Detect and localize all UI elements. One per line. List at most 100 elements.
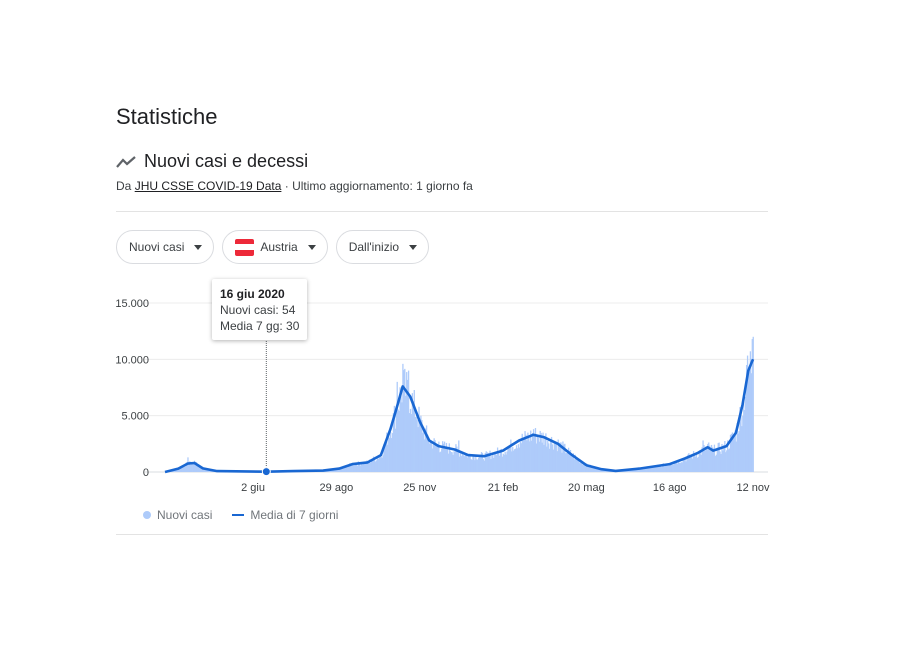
daily-bar <box>729 434 732 472</box>
daily-bar <box>542 432 544 472</box>
daily-bar <box>706 446 708 472</box>
daily-bar <box>442 441 444 472</box>
daily-bar <box>705 446 707 472</box>
tooltip-new-cases: Nuovi casi: 54 <box>220 303 296 317</box>
daily-bar <box>403 370 405 472</box>
source-link[interactable]: JHU CSSE COVID-19 Data <box>134 179 282 193</box>
daily-bar <box>483 460 485 472</box>
daily-bar <box>406 372 408 472</box>
source-line: Da JHU CSSE COVID-19 Data · Ultimo aggio… <box>116 179 473 193</box>
daily-bar <box>370 462 372 472</box>
daily-bar <box>585 466 587 472</box>
daily-bar <box>433 438 435 472</box>
daily-bar <box>383 444 385 472</box>
daily-bar <box>654 467 656 472</box>
daily-bar <box>690 456 692 472</box>
daily-bar <box>415 416 417 472</box>
daily-bar <box>190 464 192 472</box>
legend-daily-label: Nuovi casi <box>157 508 213 522</box>
daily-bar <box>682 458 684 472</box>
daily-bar <box>552 449 555 472</box>
daily-bar <box>496 447 499 472</box>
daily-bar <box>512 446 514 472</box>
daily-bar <box>723 444 725 472</box>
daily-bar <box>441 448 443 472</box>
daily-bar <box>379 455 381 472</box>
daily-bar <box>186 462 188 472</box>
daily-bar <box>389 431 392 472</box>
daily-bar <box>742 415 744 472</box>
chevron-down-icon <box>194 244 203 250</box>
filter-chips: Nuovi casi Austria Dall'inizio <box>116 230 430 264</box>
daily-bar <box>405 395 407 472</box>
daily-bar <box>518 447 521 472</box>
daily-bar <box>495 454 497 472</box>
daily-bar <box>672 464 674 472</box>
daily-bar <box>484 453 486 472</box>
daily-bar <box>563 444 565 472</box>
daily-bar <box>696 457 699 472</box>
daily-bar <box>377 458 379 472</box>
daily-bar <box>728 448 731 472</box>
daily-bar <box>743 394 745 472</box>
daily-bar <box>636 468 638 472</box>
daily-bar <box>674 463 676 472</box>
daily-bar <box>407 370 410 472</box>
daily-bar <box>191 463 193 472</box>
range-dropdown-label: Dall'inizio <box>348 240 400 254</box>
daily-bar <box>384 445 386 472</box>
daily-bar <box>536 435 539 472</box>
daily-bar <box>391 433 394 472</box>
x-tick-label: 2 giu <box>241 482 265 494</box>
daily-bar <box>685 461 687 472</box>
daily-bar <box>414 416 416 472</box>
daily-bar <box>692 458 694 472</box>
daily-bar <box>680 462 682 472</box>
daily-bar <box>703 444 705 472</box>
daily-bar <box>341 467 343 472</box>
daily-bar <box>561 452 563 472</box>
tooltip-avg: Media 7 gg: 30 <box>220 319 300 333</box>
daily-bar <box>667 465 669 472</box>
daily-bar <box>565 453 567 472</box>
daily-bar <box>488 454 490 472</box>
metric-dropdown[interactable]: Nuovi casi <box>116 230 215 264</box>
daily-bar <box>570 455 573 472</box>
daily-bar <box>365 463 367 472</box>
country-dropdown[interactable]: Austria <box>222 230 328 264</box>
daily-bar <box>668 464 670 472</box>
divider-top <box>116 211 768 212</box>
daily-bar <box>716 447 718 472</box>
daily-bar <box>188 463 190 472</box>
daily-bar <box>749 351 752 472</box>
daily-bar <box>443 441 446 472</box>
daily-bar <box>522 439 524 472</box>
daily-bar <box>572 453 574 472</box>
daily-bar <box>351 465 353 472</box>
daily-bar <box>502 453 504 472</box>
range-dropdown[interactable]: Dall'inizio <box>335 230 430 264</box>
daily-bar <box>584 465 586 472</box>
daily-bar <box>714 456 717 472</box>
daily-bar <box>335 469 337 472</box>
daily-bar <box>711 447 714 472</box>
y-tick-label: 5.000 <box>121 411 149 423</box>
daily-bar <box>364 461 366 472</box>
daily-bar <box>557 439 559 472</box>
daily-bar <box>392 413 395 472</box>
daily-bar <box>559 442 561 472</box>
daily-bar <box>202 468 204 472</box>
daily-bar <box>500 448 503 472</box>
daily-bar <box>387 444 389 472</box>
daily-bar <box>452 454 454 472</box>
chevron-down-icon <box>307 244 316 250</box>
daily-bar <box>574 454 576 472</box>
daily-bar <box>439 452 441 472</box>
daily-bar <box>592 466 594 472</box>
daily-bar <box>724 441 726 472</box>
daily-bar <box>556 451 558 472</box>
daily-bar <box>579 463 581 472</box>
daily-bar <box>652 465 654 472</box>
daily-bar <box>554 443 557 472</box>
